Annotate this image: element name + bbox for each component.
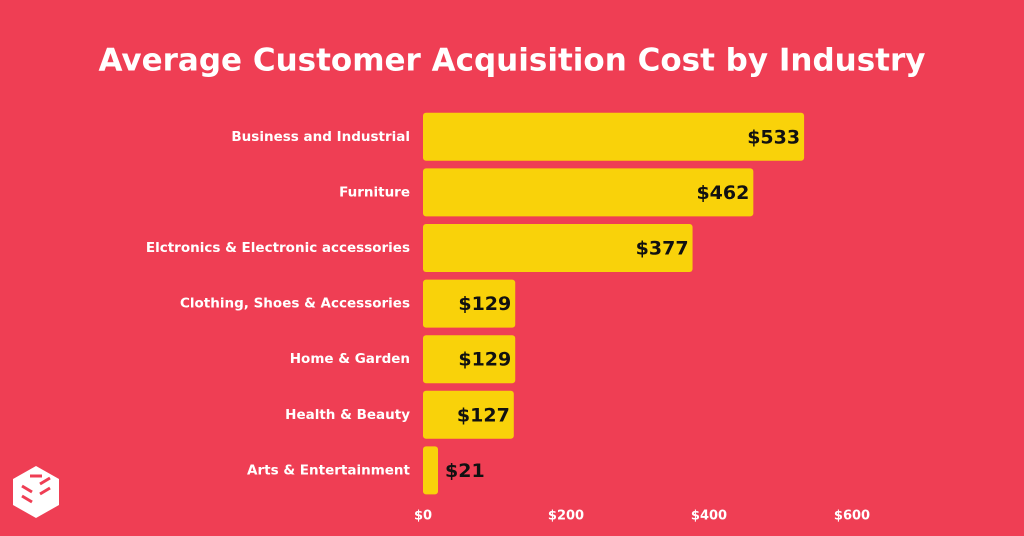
- y-tick-label: Furniture: [339, 184, 410, 200]
- value-label: $127: [457, 404, 510, 426]
- bar: [423, 112, 805, 161]
- logo: [13, 466, 59, 518]
- y-tick-label: Elctronics & Electronic accessories: [146, 240, 410, 256]
- value-label: $129: [458, 349, 511, 371]
- y-tick-label: Home & Garden: [290, 351, 410, 367]
- chart-title: Average Customer Acquisition Cost by Ind…: [99, 43, 926, 79]
- x-tick-label: $200: [548, 509, 584, 524]
- bar: [423, 335, 516, 384]
- value-label: $462: [696, 182, 749, 204]
- bar: [423, 168, 754, 217]
- value-label: $533: [747, 126, 800, 148]
- y-tick-label: Business and Industrial: [231, 129, 410, 145]
- x-tick-label: $0: [414, 509, 432, 524]
- y-tick-label: Arts & Entertainment: [247, 462, 411, 478]
- logo-lines: [21, 474, 51, 504]
- y-tick-label: Clothing, Shoes & Accessories: [180, 296, 410, 312]
- value-label: $377: [636, 238, 689, 260]
- bar: [423, 390, 514, 439]
- x-tick-label: $400: [691, 509, 727, 524]
- x-tick-label: $600: [834, 509, 870, 524]
- value-label: $129: [458, 293, 511, 315]
- bar: [423, 224, 693, 272]
- bar: [423, 446, 439, 495]
- bar: [423, 279, 516, 328]
- value-label: $21: [445, 460, 485, 482]
- y-tick-label: Health & Beauty: [285, 407, 410, 423]
